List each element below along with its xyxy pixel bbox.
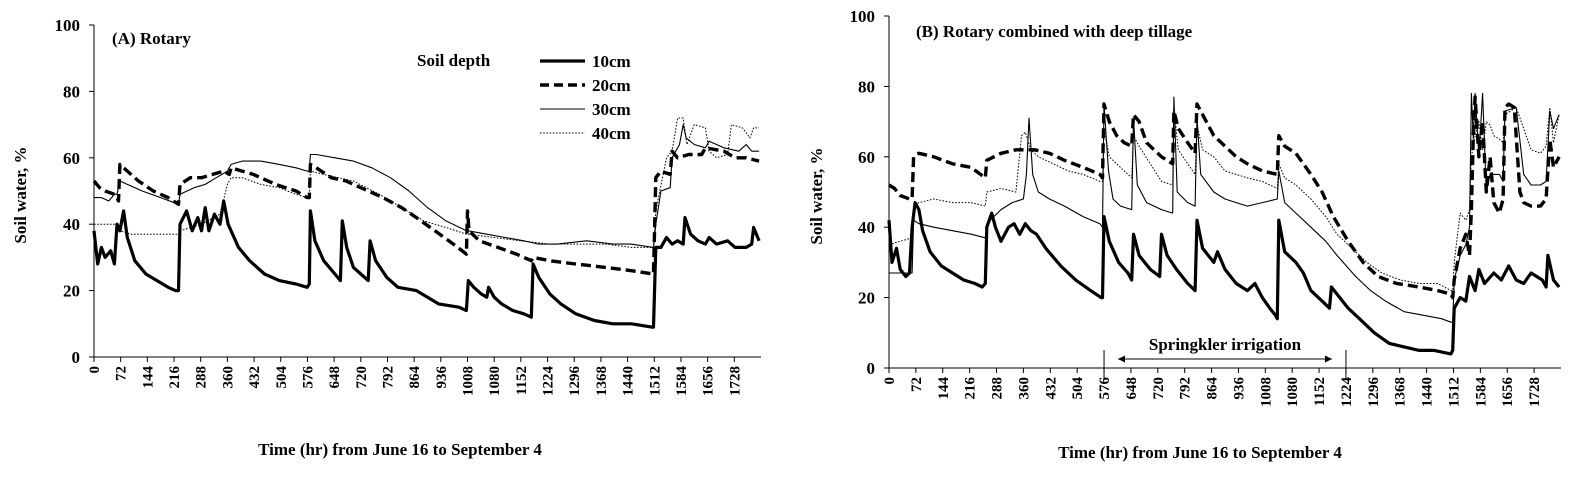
x-tick-label: 936 xyxy=(1231,377,1247,400)
y-tick-label: 20 xyxy=(858,289,875,308)
legend-label-40cm: 40cm xyxy=(592,124,631,143)
x-tick-label: 1008 xyxy=(461,366,477,396)
x-tick-label: 1728 xyxy=(727,366,743,396)
panel-title: (B) Rotary combined with deep tillage xyxy=(916,22,1193,41)
y-tick-label: 80 xyxy=(858,77,875,96)
series-line-10cm xyxy=(887,201,1561,356)
x-tick-label: 360 xyxy=(220,366,236,389)
x-tick-label: 1224 xyxy=(1339,377,1355,408)
y-tick-label: 80 xyxy=(63,82,80,101)
x-tick-label: 864 xyxy=(407,366,423,389)
x-tick-label: 1008 xyxy=(1258,377,1274,407)
y-tick-label: 0 xyxy=(867,359,876,378)
x-tick-label: 1584 xyxy=(674,366,690,397)
x-tick-label: 792 xyxy=(380,366,396,389)
x-tick-label: 576 xyxy=(300,366,316,389)
series-line-20cm xyxy=(92,146,760,276)
y-tick-label: 40 xyxy=(858,218,875,237)
x-tick-label: 720 xyxy=(354,366,370,389)
y-axis-title: Soil water, % xyxy=(11,146,30,243)
x-tick-label: 0 xyxy=(882,377,898,385)
x-axis-title: Time (hr) from June 16 to September 4 xyxy=(1058,443,1342,462)
x-tick-label: 432 xyxy=(1043,377,1059,400)
legend: Soil depth 10cm 20cm 30cm 40cm xyxy=(417,51,631,143)
x-tick-label: 576 xyxy=(1097,377,1113,400)
x-tick-label: 792 xyxy=(1178,377,1194,400)
legend-label-30cm: 30cm xyxy=(592,100,631,119)
annotation-arrowhead-right xyxy=(1324,355,1332,363)
x-tick-label: 648 xyxy=(327,366,343,389)
series-line-30cm xyxy=(889,92,1560,323)
x-tick-label: 504 xyxy=(274,366,290,389)
series-line-30cm xyxy=(94,124,760,248)
legend-label-10cm: 10cm xyxy=(592,52,631,71)
y-tick-label: 0 xyxy=(72,348,81,367)
x-tick-label: 0 xyxy=(87,366,103,374)
x-tick-label: 1512 xyxy=(647,366,663,396)
chart-panel-b: 0 20 40 60 80 100 0 72 144 216 288 360 432 504 576 648 7… xyxy=(807,7,1561,462)
series-line-10cm xyxy=(92,199,761,329)
y-tick-label: 60 xyxy=(858,148,875,167)
x-tick-label: 1368 xyxy=(594,366,610,396)
x-tick-label: 216 xyxy=(167,366,183,389)
x-tick-label: 1152 xyxy=(514,366,530,395)
x-tick-label: 648 xyxy=(1124,377,1140,400)
x-tick-label: 288 xyxy=(990,377,1006,400)
y-axis-title: Soil water, % xyxy=(807,147,826,244)
x-tick-label: 720 xyxy=(1151,377,1167,400)
x-axis-title: Time (hr) from June 16 to September 4 xyxy=(258,440,542,459)
x-tick-label: 1512 xyxy=(1446,377,1462,407)
legend-label-20cm: 20cm xyxy=(592,76,631,95)
x-tick-label: 1368 xyxy=(1393,377,1409,407)
x-tick-label: 1656 xyxy=(1500,377,1516,408)
y-tick-label: 20 xyxy=(63,282,80,301)
annotation-label: Springkler irrigation xyxy=(1149,335,1302,354)
y-tick-label: 60 xyxy=(63,149,80,168)
x-tick-label: 1440 xyxy=(1420,377,1436,407)
y-tick-label: 40 xyxy=(63,215,80,234)
legend-title: Soil depth xyxy=(417,51,491,70)
x-tick-label: 72 xyxy=(909,377,925,392)
x-tick-label: 1440 xyxy=(621,366,637,396)
x-tick-label: 216 xyxy=(963,377,979,400)
x-tick-label: 1584 xyxy=(1473,377,1489,408)
y-tick-label: 100 xyxy=(850,7,876,26)
x-tick-label: 1296 xyxy=(567,366,583,397)
series-line-40cm xyxy=(94,117,760,248)
x-tick-label: 144 xyxy=(140,366,156,389)
x-tick-label: 72 xyxy=(114,366,130,381)
irrigation-annotation: Springkler irrigation xyxy=(1103,335,1347,380)
x-tick-label: 144 xyxy=(936,377,952,400)
annotation-arrowhead-left xyxy=(1118,355,1126,363)
x-tick-label: 1152 xyxy=(1312,377,1328,406)
x-tick-label: 864 xyxy=(1205,377,1221,400)
x-tick-label: 1080 xyxy=(487,366,503,396)
x-tick-label: 432 xyxy=(247,366,263,389)
chart-panel-a: 0 20 40 60 80 100 0 72 144 216 288 360 432 504 576 648 7… xyxy=(11,16,761,459)
x-tick-label: 1224 xyxy=(541,366,557,397)
x-tick-label: 1296 xyxy=(1366,377,1382,408)
series-line-20cm xyxy=(888,95,1561,300)
x-tick-label: 1728 xyxy=(1527,377,1543,407)
x-tick-label: 936 xyxy=(434,366,450,389)
x-tick-label: 1656 xyxy=(701,366,717,397)
panel-title: (A) Rotary xyxy=(112,29,191,48)
series-line-40cm xyxy=(888,107,1560,292)
x-tick-label: 504 xyxy=(1070,377,1086,400)
x-tick-label: 360 xyxy=(1016,377,1032,400)
x-tick-label: 1080 xyxy=(1285,377,1301,407)
y-tick-label: 100 xyxy=(55,16,81,35)
x-tick-label: 288 xyxy=(194,366,210,389)
